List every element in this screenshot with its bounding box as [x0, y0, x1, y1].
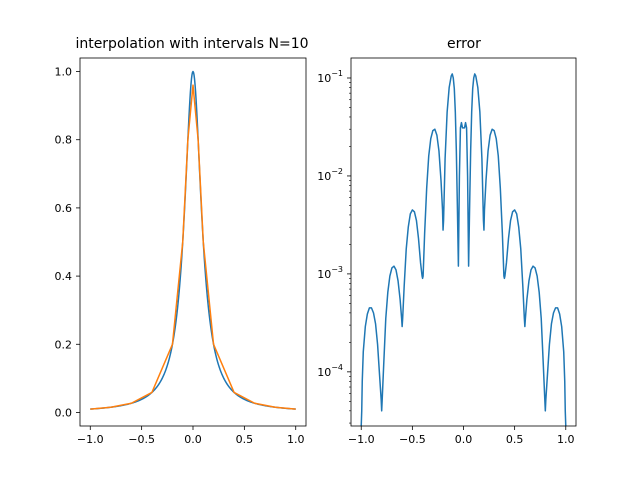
y-tick-label: 0.8 [55, 134, 73, 147]
y-tick-label-exponent: −4 [331, 363, 343, 372]
y-tick-label: 0.2 [55, 338, 73, 351]
y-tick-label-exponent: −3 [331, 265, 343, 274]
y-tick-label-base: 10 [317, 72, 331, 85]
series-line-2 [90, 84, 296, 410]
y-tick-label: 10−2 [317, 167, 343, 183]
y-tick-label: 0.0 [55, 406, 73, 419]
x-tick-label: 0.0 [184, 433, 202, 446]
left-chart-title: interpolation with intervals N=10 [75, 36, 308, 52]
y-tick-label-exponent: −2 [331, 167, 343, 176]
x-tick-label: −0.5 [399, 433, 426, 446]
y-tick-label-base: 10 [317, 366, 331, 379]
x-tick-label: 1.0 [287, 433, 305, 446]
x-tick-label: −1.0 [77, 433, 104, 446]
error-subplot: error −1.0 −0.5 0.0 0.5 1.0 10−410−310−210−1 [317, 36, 577, 446]
x-tick-label: −1.0 [348, 433, 375, 446]
x-tick-label: 0.0 [455, 433, 473, 446]
y-tick-label: 0.6 [55, 202, 73, 215]
right-chart-title: error [447, 36, 481, 52]
interpolation-subplot: interpolation with intervals N=10 −1.0 −0… [55, 36, 309, 446]
y-tick-label-base: 10 [317, 268, 331, 281]
right-plot-lines [360, 73, 567, 426]
y-tick-label-base: 10 [317, 170, 331, 183]
right-y-axis: 10−410−310−210−1 [317, 69, 351, 424]
y-tick-label-exponent: −1 [331, 69, 343, 78]
left-plot-lines [90, 70, 296, 410]
x-tick-label: 0.5 [506, 433, 524, 446]
y-tick-label: 1.0 [55, 66, 73, 79]
x-tick-label: 0.5 [236, 433, 254, 446]
series-line-1 [360, 73, 567, 426]
x-tick-label: 1.0 [557, 433, 575, 446]
x-tick-label: −0.5 [128, 433, 155, 446]
y-tick-label: 0.4 [55, 270, 73, 283]
right-x-axis: −1.0 −0.5 0.0 0.5 1.0 [348, 426, 575, 446]
y-tick-label: 10−4 [317, 363, 343, 379]
left-x-axis: −1.0 −0.5 0.0 0.5 1.0 [77, 426, 305, 446]
left-y-axis: 0.0 0.2 0.4 0.6 0.8 1.0 [55, 66, 80, 419]
y-tick-label: 10−3 [317, 265, 343, 281]
y-tick-label: 10−1 [317, 69, 343, 85]
